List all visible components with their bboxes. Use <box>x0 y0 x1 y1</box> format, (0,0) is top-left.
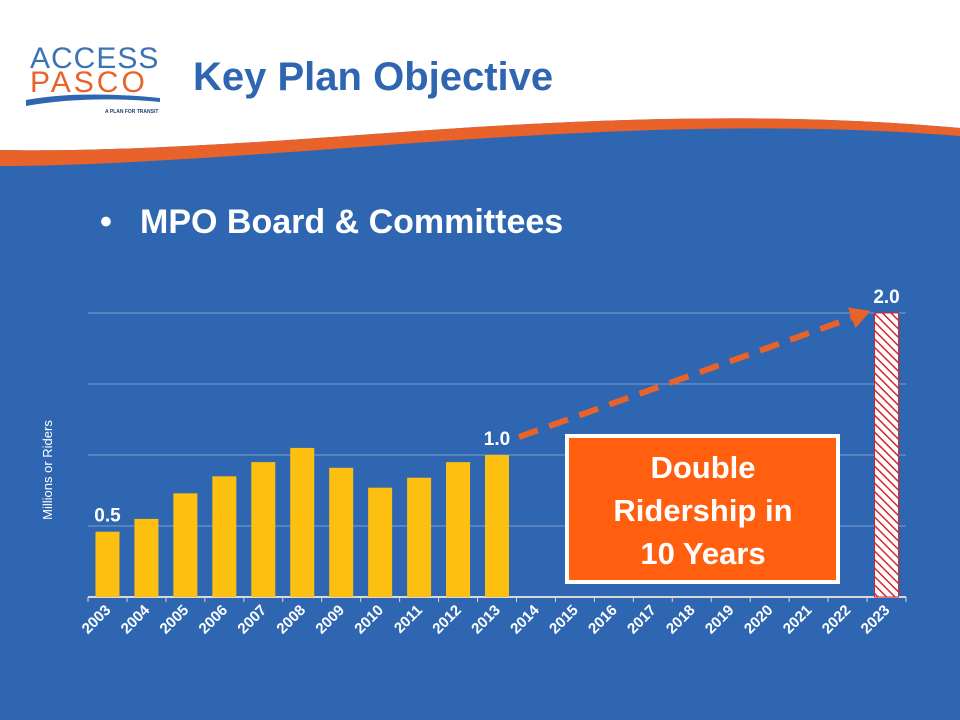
callout-line2: Ridership in <box>613 493 792 528</box>
logo-swoosh <box>26 94 160 106</box>
bar-2003 <box>95 531 120 597</box>
bar-2023 <box>874 312 900 598</box>
y-axis-label: Millions or Riders <box>40 420 55 520</box>
callout-line1: Double <box>650 450 755 485</box>
data-label-2013: 1.0 <box>484 429 510 450</box>
trend-arrow-head <box>847 307 871 329</box>
logo-line2: PASCO <box>30 66 148 99</box>
bar-2005 <box>173 493 198 597</box>
bar-2010 <box>368 487 393 597</box>
trend-arrow-line <box>517 314 853 440</box>
bar-2004 <box>134 518 159 597</box>
logo-tagline: A PLAN FOR TRANSIT <box>105 109 158 115</box>
bar-2007 <box>251 462 276 597</box>
bar-2011 <box>407 477 432 597</box>
data-labels: 0.5 1.0 2.0 <box>94 287 899 527</box>
double-ridership-callout: Double Ridership in 10 Years <box>565 434 840 584</box>
bars <box>95 312 900 598</box>
callout-box <box>565 434 840 584</box>
page-title: Key Plan Objective <box>193 55 553 99</box>
header-swoosh <box>0 118 960 166</box>
ridership-chart: Millions or Riders 2003 2004 2005 2006 2007 2… <box>40 287 907 637</box>
bullet-text: MPO Board & Committees <box>140 203 563 241</box>
bar-2012 <box>446 462 471 597</box>
bar-2008 <box>290 447 315 597</box>
logo-line1: ACCESS <box>30 42 159 75</box>
callout-line3: 10 Years <box>640 536 765 571</box>
bar-2013 <box>485 455 509 597</box>
bar-2009 <box>329 467 354 597</box>
bar-2006 <box>212 476 237 597</box>
bullet-symbol: • <box>100 203 112 241</box>
data-label-2003: 0.5 <box>94 506 121 527</box>
access-pasco-logo: ACCESS PASCO A PLAN FOR TRANSIT <box>26 42 160 115</box>
header-background <box>0 0 960 151</box>
trend-arrow <box>517 307 871 440</box>
data-label-2023: 2.0 <box>873 287 899 308</box>
